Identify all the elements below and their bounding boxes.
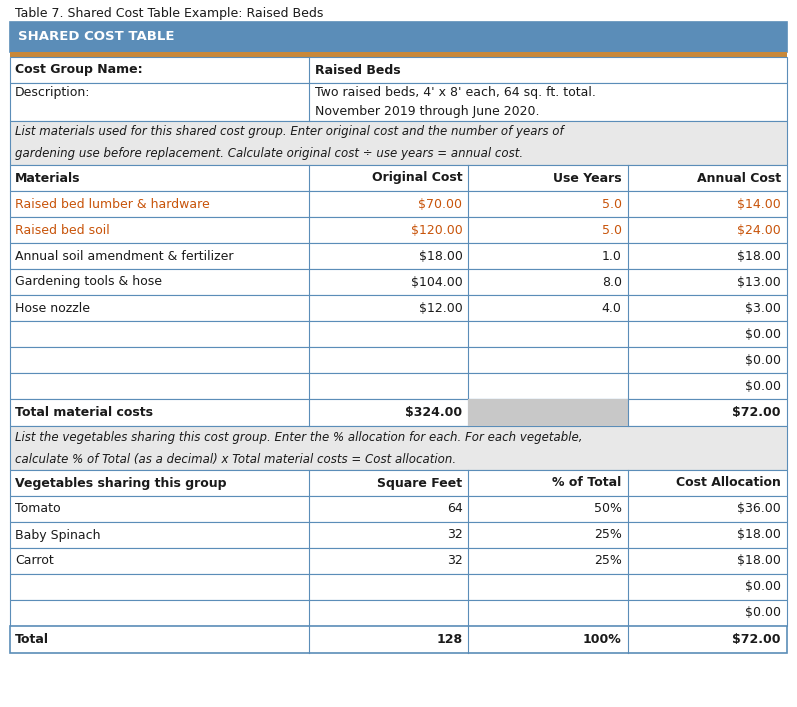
Text: $12.00: $12.00 [418, 301, 462, 315]
Text: 32: 32 [446, 529, 462, 542]
Bar [10, 522, 787, 548]
Text: % of Total: % of Total [552, 477, 622, 489]
Text: $18.00: $18.00 [418, 250, 462, 262]
Text: Cost Allocation: Cost Allocation [676, 477, 781, 489]
Text: $70.00: $70.00 [418, 197, 462, 211]
Bar [469, 399, 628, 426]
Text: gardening use before replacement. Calculate original cost ÷ use years = annual c: gardening use before replacement. Calcul… [15, 148, 523, 160]
Text: Materials: Materials [15, 172, 80, 185]
Text: Total material costs: Total material costs [15, 406, 153, 419]
Text: Total: Total [15, 633, 49, 646]
Text: $0.00: $0.00 [745, 580, 781, 593]
Bar [10, 22, 787, 52]
Text: Hose nozzle: Hose nozzle [15, 301, 90, 315]
Text: $3.00: $3.00 [745, 301, 781, 315]
Text: $104.00: $104.00 [410, 276, 462, 288]
Text: Raised Beds: Raised Beds [315, 64, 401, 76]
Text: $72.00: $72.00 [732, 406, 781, 419]
Text: Two raised beds, 4' x 8' each, 64 sq. ft. total.: Two raised beds, 4' x 8' each, 64 sq. ft… [315, 86, 596, 99]
Text: Table 7. Shared Cost Table Example: Raised Beds: Table 7. Shared Cost Table Example: Rais… [15, 6, 324, 20]
Text: Raised bed lumber & hardware: Raised bed lumber & hardware [15, 197, 210, 211]
Text: 5.0: 5.0 [602, 223, 622, 237]
Text: Annual Cost: Annual Cost [697, 172, 781, 185]
Text: $18.00: $18.00 [737, 250, 781, 262]
Bar [10, 470, 787, 496]
Bar [10, 496, 787, 522]
Bar [10, 399, 787, 426]
Bar [10, 373, 787, 399]
Bar [10, 121, 787, 165]
Text: $72.00: $72.00 [732, 633, 781, 646]
Text: 1.0: 1.0 [602, 250, 622, 262]
Bar [10, 426, 787, 470]
Bar [10, 321, 787, 347]
Text: calculate % of Total (as a decimal) x Total material costs = Cost allocation.: calculate % of Total (as a decimal) x To… [15, 452, 456, 465]
Text: $13.00: $13.00 [737, 276, 781, 288]
Text: $0.00: $0.00 [745, 380, 781, 392]
Text: $14.00: $14.00 [737, 197, 781, 211]
Bar [10, 217, 787, 243]
Text: $0.00: $0.00 [745, 327, 781, 341]
Bar [10, 574, 787, 600]
Bar [10, 165, 787, 191]
Bar [10, 243, 787, 269]
Text: $120.00: $120.00 [410, 223, 462, 237]
Text: November 2019 through June 2020.: November 2019 through June 2020. [315, 105, 540, 118]
Text: 128: 128 [436, 633, 462, 646]
Text: 8.0: 8.0 [602, 276, 622, 288]
Bar [10, 269, 787, 295]
Bar [10, 191, 787, 217]
Text: 50%: 50% [594, 503, 622, 515]
Bar [10, 600, 787, 626]
Text: Raised bed soil: Raised bed soil [15, 223, 110, 237]
Bar [10, 57, 787, 83]
Text: Tomato: Tomato [15, 503, 61, 515]
Text: $18.00: $18.00 [737, 554, 781, 568]
Text: SHARED COST TABLE: SHARED COST TABLE [18, 30, 175, 44]
Text: Cost Group Name:: Cost Group Name: [15, 64, 143, 76]
Bar [10, 83, 787, 121]
Text: $18.00: $18.00 [737, 529, 781, 542]
Text: 32: 32 [446, 554, 462, 568]
Text: Use Years: Use Years [553, 172, 622, 185]
Text: Gardening tools & hose: Gardening tools & hose [15, 276, 162, 288]
Text: List the vegetables sharing this cost group. Enter the % allocation for each. Fo: List the vegetables sharing this cost gr… [15, 431, 583, 443]
Text: $0.00: $0.00 [745, 354, 781, 366]
Text: 100%: 100% [583, 633, 622, 646]
Text: $0.00: $0.00 [745, 607, 781, 619]
Bar [10, 347, 787, 373]
Bar [10, 295, 787, 321]
Text: 64: 64 [446, 503, 462, 515]
Text: Annual soil amendment & fertilizer: Annual soil amendment & fertilizer [15, 250, 234, 262]
Text: 25%: 25% [594, 554, 622, 568]
Text: Original Cost: Original Cost [372, 172, 462, 185]
Text: Baby Spinach: Baby Spinach [15, 529, 100, 542]
Bar [10, 626, 787, 653]
Text: 25%: 25% [594, 529, 622, 542]
Text: Carrot: Carrot [15, 554, 53, 568]
Text: 5.0: 5.0 [602, 197, 622, 211]
Text: $36.00: $36.00 [737, 503, 781, 515]
Text: Description:: Description: [15, 86, 91, 99]
Text: $24.00: $24.00 [737, 223, 781, 237]
Text: Vegetables sharing this group: Vegetables sharing this group [15, 477, 226, 489]
Bar [10, 548, 787, 574]
Text: Square Feet: Square Feet [377, 477, 462, 489]
Text: $324.00: $324.00 [406, 406, 462, 419]
Bar [10, 52, 787, 57]
Text: 4.0: 4.0 [602, 301, 622, 315]
Text: List materials used for this shared cost group. Enter original cost and the numb: List materials used for this shared cost… [15, 126, 563, 139]
